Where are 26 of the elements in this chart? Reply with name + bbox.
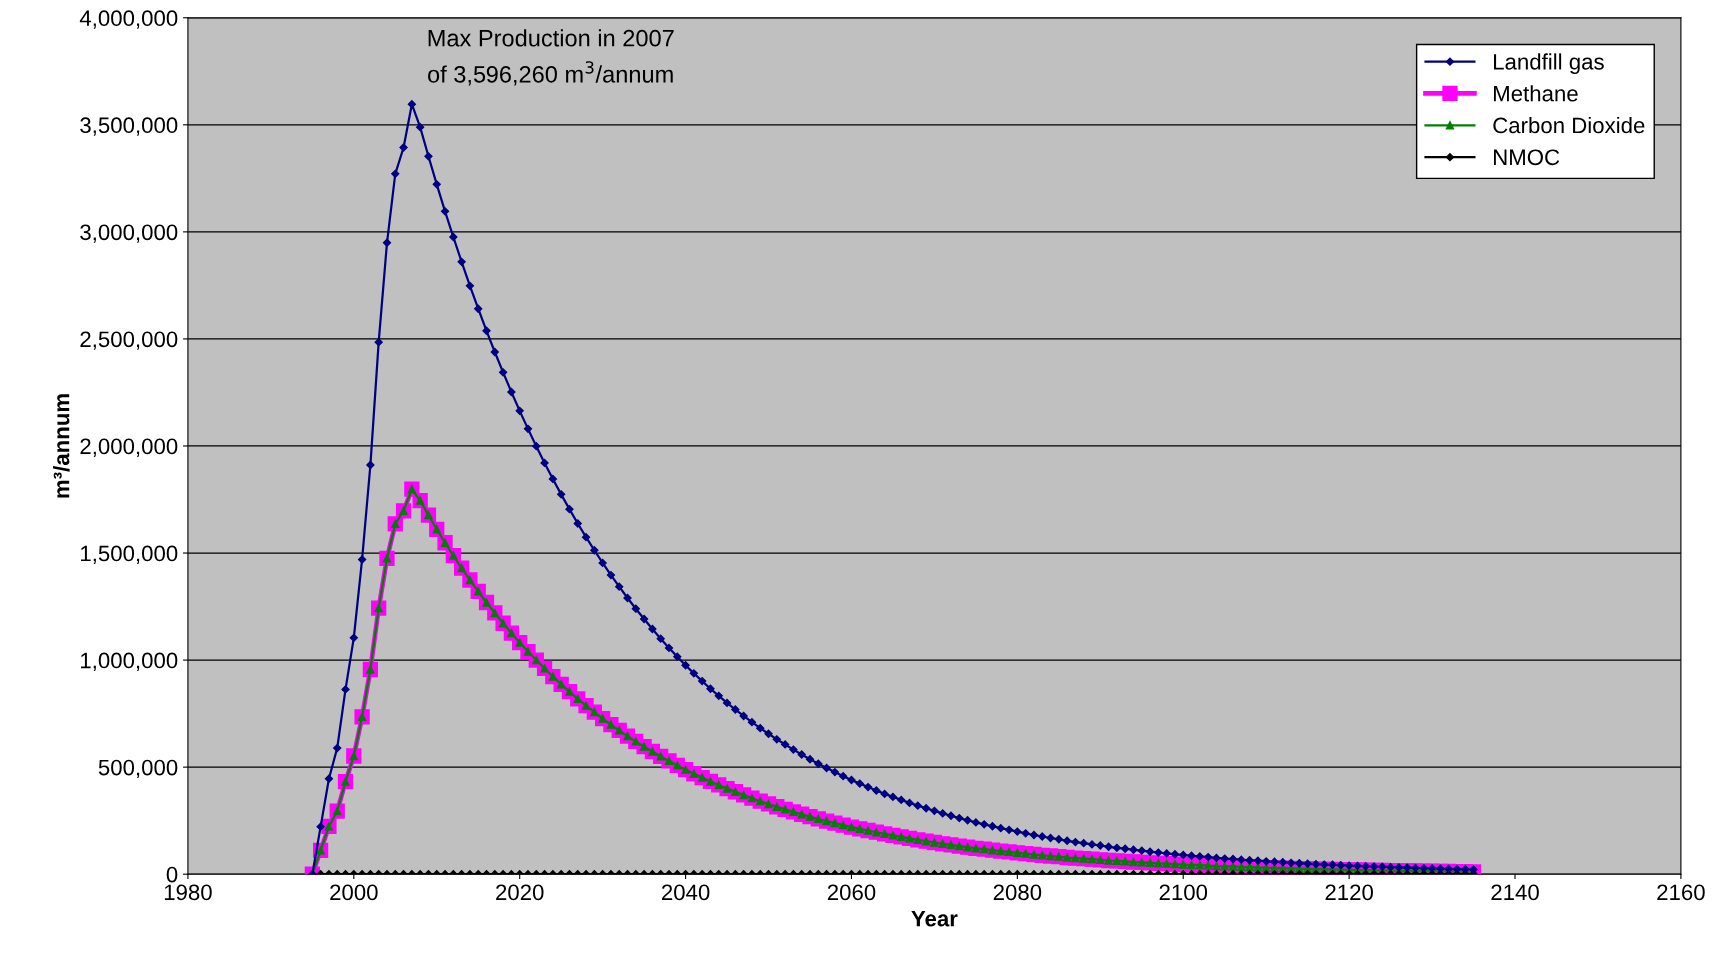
legend-label: NMOC [1494, 149, 1560, 166]
y-axis-title: m³/annum [53, 394, 70, 498]
y-tick-label: 2,000,000 [80, 438, 178, 457]
x-tick-label: 2120 [1325, 884, 1373, 901]
x-tick-label: 1980 [164, 884, 212, 901]
y-tick-label: 3,000,000 [80, 224, 178, 243]
y-tick-label: 4,000,000 [79, 10, 178, 29]
y-tick-label: 1,000,000 [81, 652, 178, 671]
annotation: Max Production in 2007 of 3,596,260 m$^{3}$/annum [428, 29, 674, 86]
legend-label: Methane [1494, 85, 1578, 102]
x-tick-label: 2060 [827, 884, 876, 901]
y-tick-label: 500,000 [98, 759, 178, 779]
x-tick-label: 2020 [496, 884, 544, 901]
x-axis-title: Year [911, 911, 958, 927]
legend-label: Landfill gas [1494, 53, 1604, 75]
legend-label: Carbon Dioxide [1493, 116, 1645, 134]
x-tick-label: 2080 [993, 884, 1042, 901]
x-tick-label: 2000 [330, 884, 378, 901]
y-tick-label: 2,500,000 [80, 331, 178, 350]
y-tick-label: 0 [166, 866, 178, 883]
x-tick-label: 2100 [1159, 884, 1208, 901]
y-tick-label: 1,500,000 [81, 545, 178, 564]
x-tick-label: 2140 [1491, 884, 1539, 901]
x-tick-label: 2160 [1657, 884, 1705, 901]
x-tick-label: 2040 [661, 884, 710, 901]
y-tick-label: 3,500,000 [80, 117, 178, 136]
